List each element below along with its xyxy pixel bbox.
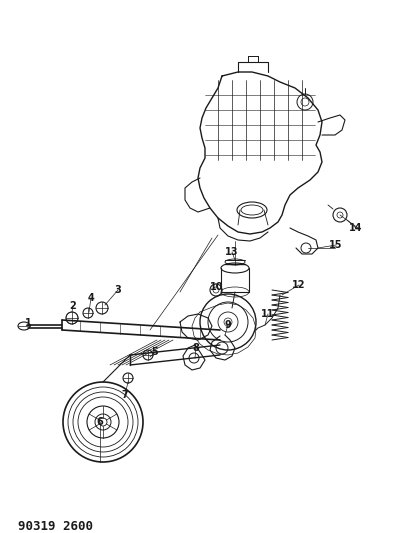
Text: 9: 9	[225, 320, 231, 330]
Text: 4: 4	[88, 293, 94, 303]
Text: 6: 6	[97, 417, 103, 427]
Text: 14: 14	[349, 223, 363, 233]
Text: 10: 10	[210, 282, 224, 292]
Text: 3: 3	[115, 285, 122, 295]
Text: 2: 2	[70, 301, 76, 311]
Text: 11: 11	[261, 309, 275, 319]
Text: 8: 8	[192, 343, 199, 353]
Text: 13: 13	[225, 247, 239, 257]
Text: 90319 2600: 90319 2600	[18, 520, 93, 533]
Text: 7: 7	[122, 390, 128, 400]
Text: 1: 1	[24, 318, 31, 328]
Text: 12: 12	[292, 280, 306, 290]
Text: 5: 5	[152, 347, 158, 357]
Text: 15: 15	[329, 240, 343, 250]
